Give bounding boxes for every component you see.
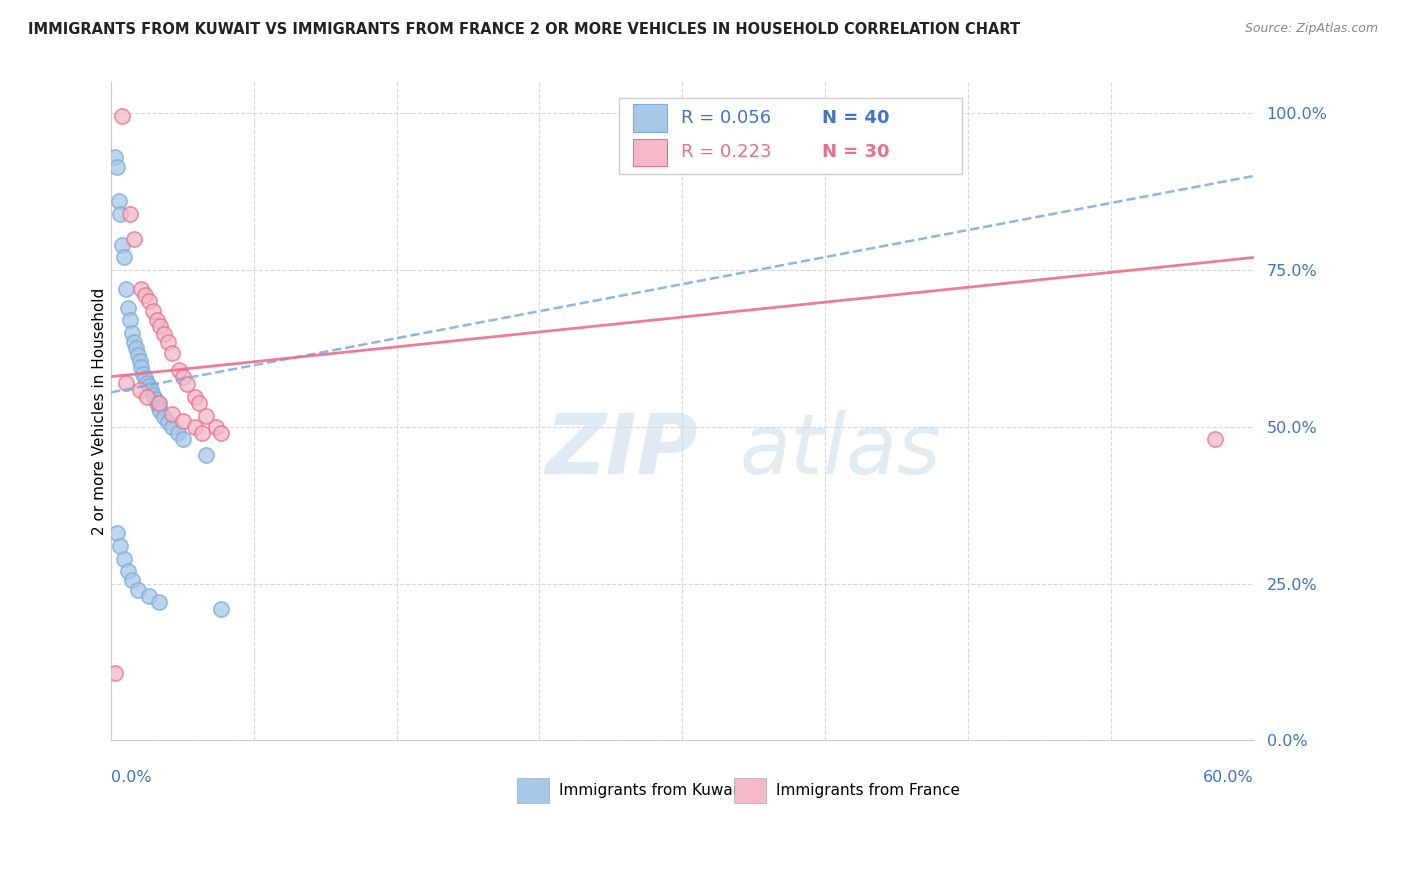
Point <box>115 282 138 296</box>
Point <box>172 369 194 384</box>
Point <box>112 551 135 566</box>
FancyBboxPatch shape <box>620 98 962 174</box>
Point <box>157 415 180 429</box>
Point <box>148 595 170 609</box>
Point <box>110 206 132 220</box>
Point <box>134 288 156 302</box>
Point <box>160 407 183 421</box>
Text: N = 30: N = 30 <box>821 144 889 161</box>
Point <box>111 238 134 252</box>
Point <box>160 346 183 360</box>
Point <box>142 388 165 402</box>
Text: 60.0%: 60.0% <box>1202 770 1254 785</box>
Point <box>176 377 198 392</box>
Point <box>122 232 145 246</box>
Point <box>195 409 218 423</box>
Point <box>104 150 127 164</box>
Point <box>118 206 141 220</box>
Point <box>166 426 188 441</box>
Point <box>153 326 176 341</box>
Point <box>105 160 128 174</box>
Text: IMMIGRANTS FROM KUWAIT VS IMMIGRANTS FROM FRANCE 2 OR MORE VEHICLES IN HOUSEHOLD: IMMIGRANTS FROM KUWAIT VS IMMIGRANTS FRO… <box>28 22 1021 37</box>
Text: Immigrants from Kuwait: Immigrants from Kuwait <box>558 783 742 798</box>
Point <box>1204 433 1226 447</box>
Point <box>107 194 129 208</box>
Point <box>131 360 153 375</box>
Point <box>148 396 170 410</box>
Bar <box>633 104 668 132</box>
Point <box>204 420 226 434</box>
Point <box>136 376 159 390</box>
Point <box>136 390 159 404</box>
Point <box>127 348 149 362</box>
Point <box>172 433 194 447</box>
Point <box>160 420 183 434</box>
Text: atlas: atlas <box>740 410 941 491</box>
Point <box>145 313 167 327</box>
Text: R = 0.223: R = 0.223 <box>681 144 772 161</box>
Point <box>149 319 172 334</box>
Point <box>121 326 143 340</box>
Y-axis label: 2 or more Vehicles in Household: 2 or more Vehicles in Household <box>93 287 107 535</box>
Point <box>127 582 149 597</box>
Point <box>138 589 160 603</box>
Point <box>110 539 132 553</box>
Point <box>139 384 162 398</box>
Point <box>128 384 150 398</box>
Text: 0.0%: 0.0% <box>111 770 152 785</box>
Point <box>112 251 135 265</box>
Point <box>132 367 155 381</box>
Point <box>105 526 128 541</box>
Point <box>169 363 191 377</box>
Point <box>157 335 180 350</box>
Point <box>149 404 172 418</box>
Point <box>111 109 134 123</box>
Point <box>131 282 153 296</box>
Point <box>104 665 127 680</box>
Point <box>143 392 166 406</box>
Point <box>172 413 194 427</box>
Point <box>117 301 139 315</box>
Text: R = 0.056: R = 0.056 <box>681 109 772 128</box>
Text: N = 40: N = 40 <box>821 109 889 128</box>
Point <box>117 564 139 578</box>
Point <box>145 396 167 410</box>
Point <box>209 601 232 615</box>
Point <box>195 448 218 462</box>
Bar <box>516 778 548 803</box>
Point <box>142 303 165 318</box>
Point <box>134 371 156 385</box>
Point <box>121 574 143 588</box>
Point <box>153 410 176 425</box>
Point <box>115 376 138 390</box>
Point <box>138 294 160 309</box>
Point <box>184 390 207 404</box>
Point <box>184 420 207 434</box>
Point <box>125 342 148 356</box>
Point <box>148 401 170 415</box>
Text: Source: ZipAtlas.com: Source: ZipAtlas.com <box>1244 22 1378 36</box>
Point <box>128 354 150 368</box>
Point <box>118 313 141 327</box>
Bar <box>734 778 766 803</box>
Point <box>209 426 232 441</box>
Point <box>187 396 209 410</box>
Point <box>122 335 145 350</box>
Point <box>191 426 214 441</box>
Text: Immigrants from France: Immigrants from France <box>776 783 960 798</box>
Point <box>138 379 160 393</box>
Text: ZIP: ZIP <box>546 410 697 491</box>
Bar <box>633 138 668 166</box>
